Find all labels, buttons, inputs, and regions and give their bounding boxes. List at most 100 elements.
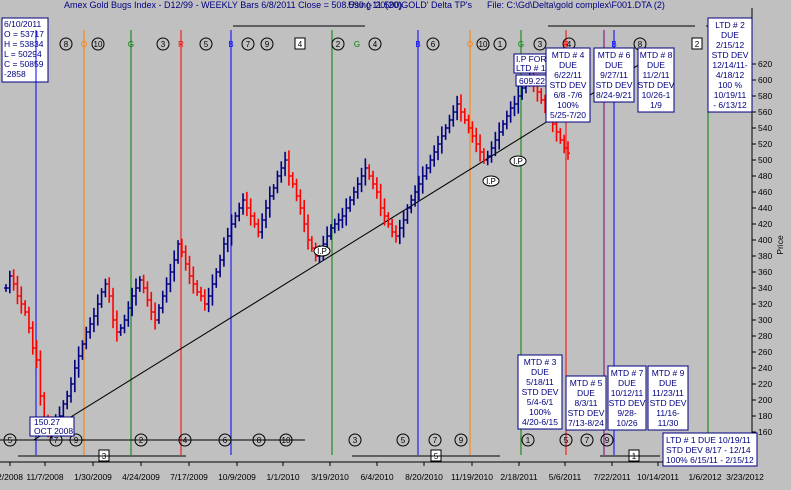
- price-bar: [351, 186, 356, 206]
- price-bar: [191, 266, 196, 294]
- price-bar: [455, 95, 460, 121]
- mtd-top-box-line: 5/25-7/20: [550, 110, 586, 120]
- price-bar: [348, 196, 353, 212]
- svg-text:5: 5: [401, 436, 406, 445]
- price-bar: [470, 121, 475, 143]
- low-value: 150.27: [34, 417, 60, 427]
- top-cycle-marker: R: [563, 40, 569, 49]
- price-bar: [439, 126, 444, 154]
- price-bar: [80, 340, 85, 360]
- mtd-bottom-box-line: 100%: [529, 407, 551, 417]
- y-tick-label: 260: [758, 347, 772, 357]
- price-bar: [359, 167, 364, 193]
- ohlc-open: O = 53717: [4, 29, 44, 39]
- price-bar: [95, 294, 100, 326]
- top-cycle-marker: 10: [476, 37, 490, 51]
- top-cycle-marker: O: [467, 40, 473, 49]
- price-bar: [302, 199, 307, 233]
- y-tick-label: 520: [758, 139, 772, 149]
- price-bar: [436, 135, 441, 161]
- x-tick-label: 10/9/2009: [218, 472, 256, 482]
- price-bar: [451, 105, 456, 127]
- price-bar: [263, 199, 268, 229]
- svg-text:5: 5: [204, 40, 209, 49]
- price-bar: [539, 88, 544, 104]
- svg-text:2: 2: [695, 40, 700, 49]
- price-bar: [481, 148, 486, 164]
- svg-text:B: B: [415, 40, 420, 49]
- y-tick-label: 540: [758, 123, 772, 133]
- mtd-top-box-line: MTD # 6: [598, 50, 631, 60]
- ip-for-line2: LTD # 1: [516, 63, 546, 73]
- y-tick-label: 600: [758, 75, 772, 85]
- svg-text:3: 3: [538, 40, 543, 49]
- x-tick-label: 6/4/2010: [360, 472, 393, 482]
- top-cycle-marker: 3: [533, 37, 547, 51]
- price-bar: [332, 218, 337, 234]
- chart-title: Amex Gold Bugs Index - D12/99 - WEEKLY B…: [64, 0, 402, 10]
- low-date: OCT 2008: [34, 426, 73, 436]
- mtd-top-box-line: 10/19/11: [714, 90, 747, 100]
- top-cycle-marker: B: [415, 40, 420, 49]
- mtd-top-box-line: 12/14/11-: [712, 60, 747, 70]
- svg-text:9: 9: [265, 40, 270, 49]
- x-tick-label: 7/22/2011: [593, 472, 630, 482]
- price-bar: [267, 186, 272, 218]
- ip-marker-1: I.P: [313, 245, 331, 257]
- price-bar: [23, 300, 28, 316]
- ip-marker-2-label: I.P: [486, 177, 496, 186]
- svg-text:5: 5: [564, 436, 569, 445]
- mtd-bottom-box-line: 5/4-6/1: [527, 397, 554, 407]
- price-bar: [271, 184, 276, 200]
- bottom-cycle-marker: 9: [600, 433, 614, 447]
- ltd1-line1: LTD # 1 DUE 10/19/11: [666, 435, 751, 445]
- mtd-top-box-line: 100%: [557, 100, 579, 110]
- price-bar: [501, 120, 506, 136]
- price-bar: [260, 213, 265, 239]
- mtd-top-box-line: 9/27/11: [600, 70, 628, 80]
- y-tick-label: 200: [758, 395, 772, 405]
- price-bar: [340, 207, 345, 229]
- bottom-cycle-marker: 5: [396, 433, 410, 447]
- y-tick-label: 180: [758, 411, 772, 421]
- mtd-bottom-box-line: 9/28-: [617, 408, 637, 418]
- price-bar: [4, 284, 8, 292]
- price-bar: [409, 194, 414, 214]
- ltd1-line3: 100% 6/15/11 - 2/15/12: [666, 455, 754, 465]
- price-bar: [309, 236, 314, 252]
- svg-text:10: 10: [94, 40, 103, 49]
- mtd-bottom-box-line: MTD # 3: [524, 357, 557, 367]
- ltd1-box: LTD # 1 DUE 10/19/11 STD DEV 8/17 - 12/1…: [662, 432, 758, 467]
- x-tick-label: 1/6/2012: [688, 472, 721, 482]
- low-label-box: 150.27 OCT 2008: [29, 416, 75, 437]
- price-bar: [118, 324, 123, 336]
- x-tick-label: 3/23/2012: [726, 472, 764, 482]
- top-cycle-marker: 2: [331, 37, 345, 51]
- price-bar: [286, 150, 291, 186]
- top-cycle-marker: G: [128, 40, 134, 49]
- mtd-bottom-box-line: 11/16-: [656, 408, 680, 418]
- price-bar: [68, 377, 73, 403]
- price-bar: [172, 250, 177, 282]
- x-tick-label: 7/17/2009: [170, 472, 208, 482]
- y-tick-label: 360: [758, 267, 772, 277]
- y-tick-label: 480: [758, 171, 772, 181]
- price-bar: [416, 175, 421, 201]
- price-bar: [107, 277, 112, 303]
- price-bar: [424, 164, 429, 180]
- price-bar: [520, 84, 525, 100]
- top-cycle-markers: 8 O 10 G 3 R 5 B 7 9 4 2 G 4 B 6 O 10 1 G 3 R4 B 8 2: [59, 25, 711, 51]
- bottom-cycle-marker: 3: [348, 433, 362, 447]
- price-bar: [30, 321, 35, 355]
- mtd-top-box-line: MTD # 8: [640, 50, 673, 60]
- price-bar: [344, 198, 349, 226]
- x-tick-label: 11/7/2008: [26, 472, 63, 482]
- price-bar: [367, 164, 372, 180]
- price-bar: [294, 178, 299, 202]
- price-bar: [397, 219, 402, 245]
- svg-text:9: 9: [459, 436, 464, 445]
